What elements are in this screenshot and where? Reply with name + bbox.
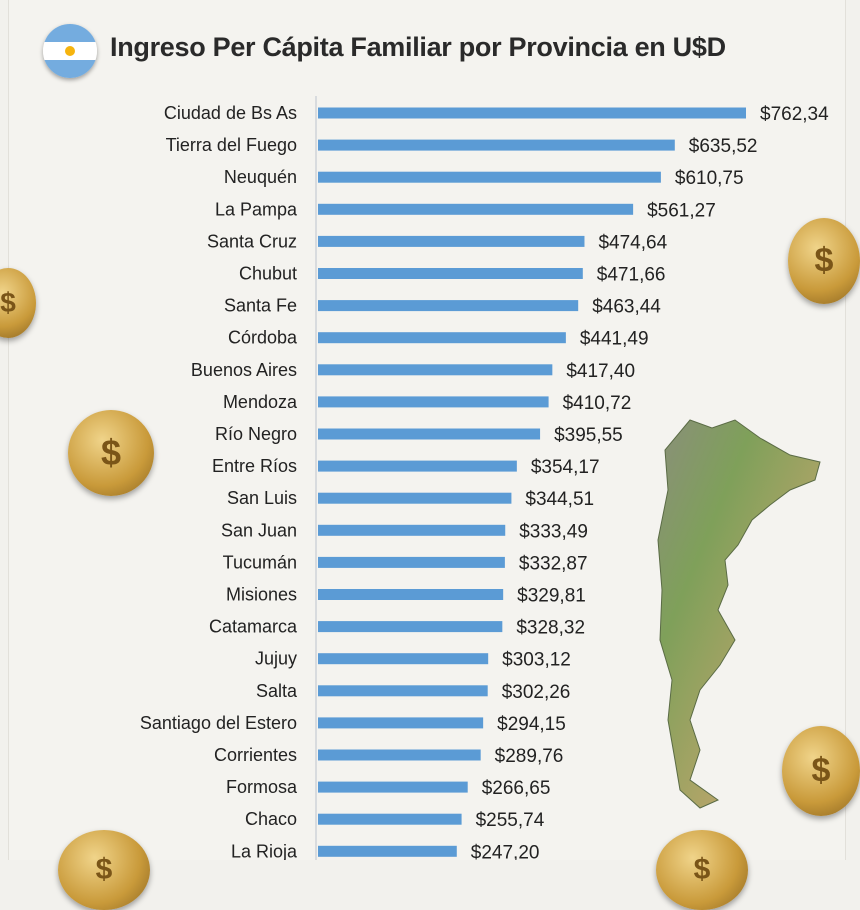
category-label: San Juan <box>221 520 297 540</box>
argentina-flag-icon <box>43 24 97 78</box>
category-label: Córdoba <box>228 328 298 348</box>
bar <box>318 268 583 279</box>
bar <box>318 300 579 312</box>
value-label: $289,76 <box>495 746 564 767</box>
bar <box>318 235 585 247</box>
bar <box>318 813 462 825</box>
category-label: Santa Cruz <box>207 231 297 251</box>
bar <box>318 492 512 504</box>
bar <box>318 139 675 151</box>
bar <box>318 107 746 119</box>
category-label: Jujuy <box>255 649 297 669</box>
bar <box>318 396 549 408</box>
argentina-map-image <box>657 419 821 809</box>
coin-icon: $ <box>782 726 860 816</box>
value-label: $302,26 <box>502 682 571 703</box>
bar-chart: Ciudad de Bs As $762,34 Tierra del Fuego $6… <box>140 96 829 860</box>
bar <box>318 203 634 215</box>
bar <box>318 621 503 633</box>
value-label: $294,15 <box>497 714 566 735</box>
coin-icon: $ <box>68 410 154 496</box>
value-label: $247,20 <box>471 842 540 860</box>
bar <box>318 556 505 568</box>
bar <box>318 845 457 857</box>
value-label: $255,74 <box>476 810 545 831</box>
bar <box>318 364 553 376</box>
coin-icon: $ <box>788 218 860 304</box>
category-label: Salta <box>256 681 298 701</box>
category-label: Tucumán <box>223 552 297 572</box>
value-label: $635,52 <box>689 136 758 157</box>
value-label: $344,51 <box>525 489 594 510</box>
category-label: Catamarca <box>209 617 298 637</box>
category-label: Misiones <box>226 585 297 605</box>
bar <box>318 171 661 183</box>
value-label: $328,32 <box>516 618 585 639</box>
bar <box>318 749 481 761</box>
value-label: $610,75 <box>675 168 744 189</box>
value-label: $471,66 <box>597 265 666 286</box>
chart-title: Ingreso Per Cápita Familiar por Provinci… <box>110 32 726 62</box>
category-label: Río Negro <box>215 424 297 444</box>
category-label: Tierra del Fuego <box>166 135 297 155</box>
bar <box>318 460 517 472</box>
category-label: Santiago del Estero <box>140 713 297 733</box>
value-label: $303,12 <box>502 650 571 671</box>
category-label: La Pampa <box>215 199 298 219</box>
category-label: Mendoza <box>223 392 298 412</box>
bar <box>318 781 468 793</box>
value-label: $410,72 <box>563 393 632 414</box>
value-label: $329,81 <box>517 586 586 607</box>
bar <box>318 524 506 536</box>
category-label: Chubut <box>239 264 297 284</box>
category-label: Entre Ríos <box>212 456 297 476</box>
value-label: $332,87 <box>519 553 588 574</box>
value-label: $354,17 <box>531 457 600 478</box>
category-label: Ciudad de Bs As <box>164 103 297 123</box>
category-label: Neuquén <box>224 167 297 187</box>
value-label: $762,34 <box>760 104 829 125</box>
bar <box>318 717 484 729</box>
category-label: Santa Fe <box>224 296 297 316</box>
bar <box>318 332 566 344</box>
value-label: $266,65 <box>482 778 551 799</box>
category-label: San Luis <box>227 488 297 508</box>
value-label: $441,49 <box>580 329 649 350</box>
category-label: Corrientes <box>214 745 297 765</box>
category-label: La Rioja <box>231 841 298 860</box>
value-label: $395,55 <box>554 425 623 446</box>
value-label: $561,27 <box>647 200 716 221</box>
value-label: $474,64 <box>598 232 667 253</box>
bar <box>318 428 541 440</box>
category-label: Buenos Aires <box>191 360 297 380</box>
category-label: Chaco <box>245 809 297 829</box>
value-label: $463,44 <box>592 297 661 318</box>
value-label: $417,40 <box>566 361 635 382</box>
bar <box>318 653 489 665</box>
bar <box>318 685 488 697</box>
value-label: $333,49 <box>519 521 588 542</box>
bar <box>318 589 504 600</box>
category-label: Formosa <box>226 777 298 797</box>
